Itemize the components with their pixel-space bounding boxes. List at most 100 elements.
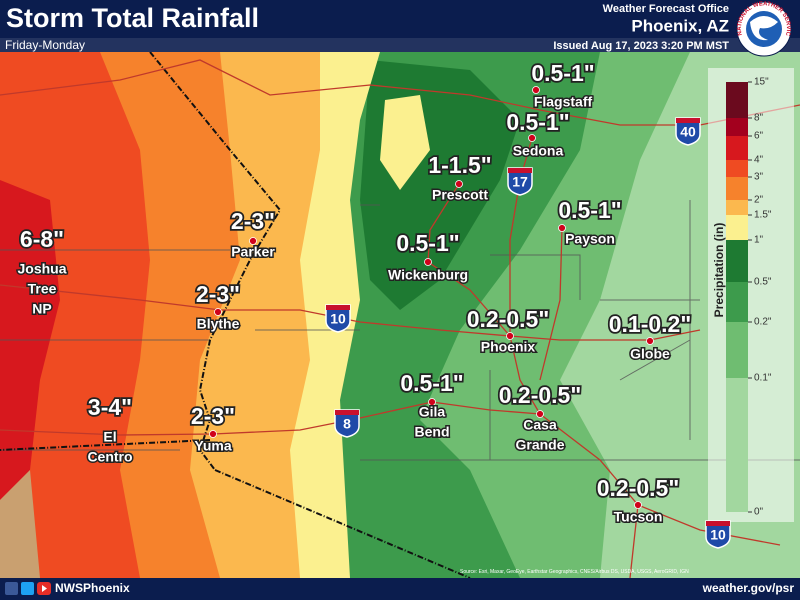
map-title: Storm Total Rainfall: [6, 3, 259, 33]
city-name: Grande: [515, 437, 564, 453]
legend-swatch: [726, 322, 748, 378]
city-name: Casa: [523, 417, 557, 433]
city-dot: [249, 237, 257, 245]
city-name: Sedona: [513, 143, 564, 159]
legend-swatch: [726, 200, 748, 215]
rainfall-amount: 0.1-0.2": [609, 311, 692, 337]
legend-label: 3": [754, 172, 764, 183]
map-subtitle: Friday-Monday: [5, 38, 85, 52]
legend-label: 15": [754, 77, 769, 88]
legend-swatch: [726, 240, 748, 282]
city-dot: [214, 308, 222, 316]
state-border: [0, 52, 282, 471]
legend-swatch: [726, 378, 748, 512]
legend: 15" 8" 6" 4" 3" 2" 1.5" 1" 0.5" 0.2" 0.1" 0": [726, 77, 772, 518]
website-url[interactable]: weather.gov/psr: [702, 581, 795, 595]
legend-panel: [708, 68, 794, 522]
twitter-icon[interactable]: [21, 582, 34, 595]
city-dot: [428, 398, 436, 406]
zone-red-orange: [0, 52, 150, 578]
rainfall-amount: 0.2-0.5": [467, 306, 550, 332]
legend-swatch: [726, 82, 748, 118]
social-handle[interactable]: NWSPhoenix: [55, 581, 130, 595]
legend-swatch: [726, 160, 748, 177]
rainfall-amount: 6-8": [20, 226, 64, 252]
city-dot: [634, 501, 642, 509]
shield-top: [326, 305, 350, 310]
legend-title: Precipitation (in): [712, 223, 726, 318]
shield-number: 40: [680, 124, 696, 140]
city-name: Prescott: [432, 187, 488, 203]
legend-swatch: [726, 136, 748, 160]
rainfall-amount: 3-4": [88, 394, 132, 420]
shield-number: 17: [512, 174, 528, 190]
youtube-play: [42, 585, 47, 592]
city-name: Bend: [415, 424, 450, 440]
issued-time: Issued Aug 17, 2023 3:20 PM MST: [553, 40, 729, 52]
city-dot: [455, 180, 463, 188]
city-dot: [532, 86, 540, 94]
shield-body: [675, 117, 701, 146]
city-name: Yuma: [194, 438, 232, 454]
rainfall-amount: 0.5-1": [400, 370, 463, 396]
city-dot: [506, 332, 514, 340]
shield-top: [335, 410, 359, 415]
subheader-bar: [0, 38, 800, 52]
legend-label: 1": [754, 235, 764, 246]
city-name: Globe: [630, 346, 670, 362]
shield-top: [706, 521, 730, 526]
city-name: Blythe: [197, 316, 240, 332]
legend-label: 1.5": [754, 210, 772, 221]
road: [0, 59, 800, 126]
legend-label: 6": [754, 131, 764, 142]
rainfall-amount: 0.2-0.5": [499, 382, 582, 408]
zone-yellow-patch: [380, 95, 430, 190]
shield-body: [507, 167, 533, 196]
legend-swatch: [726, 215, 748, 240]
city-name: NP: [32, 301, 51, 317]
city-dot: [536, 410, 544, 418]
shield-body: [325, 304, 351, 333]
rainfall-amount: 2-3": [231, 208, 275, 234]
office-label: Weather Forecast Office: [603, 3, 729, 15]
shield-number: 10: [330, 311, 346, 327]
rainfall-amount: 0.2-0.5": [597, 475, 680, 501]
road: [0, 401, 781, 546]
rainfall-amount: 0.5-1": [558, 197, 621, 223]
legend-swatch: [726, 118, 748, 136]
shield-body: [334, 409, 360, 438]
source-credit: Source: Esri, Maxar, GeoEye, Earthstar G…: [460, 569, 689, 575]
city-dot: [424, 258, 432, 266]
facebook-icon[interactable]: [5, 582, 18, 595]
shield-number: 8: [343, 416, 351, 432]
header-bar: [0, 0, 800, 38]
shield-body: [705, 520, 731, 549]
city-dot: [209, 430, 217, 438]
road: [0, 284, 701, 341]
rainfall-amount: 0.5-1": [396, 230, 459, 256]
legend-swatch: [726, 177, 748, 200]
rainfall-amount: 2-3": [191, 403, 235, 429]
city-dot: [528, 134, 536, 142]
legend-label: 0": [754, 507, 764, 518]
road: [539, 227, 639, 578]
legend-swatch: [726, 282, 748, 322]
city-name: Tucson: [614, 509, 663, 525]
city-name: Joshua: [17, 261, 66, 277]
city-name: Centro: [87, 449, 132, 465]
footer-bar: [0, 578, 800, 600]
city-name: Gila: [419, 404, 446, 420]
shield-top: [508, 168, 532, 173]
city-dot: [558, 224, 566, 232]
rainfall-amount: 0.5-1": [531, 60, 594, 86]
location-labels: 0.5-1"Flagstaff0.5-1"Sedona1-1.5"Prescot…: [16, 58, 693, 526]
state-border-south: [214, 469, 471, 578]
city-name: Parker: [231, 244, 275, 260]
legend-label: 0.1": [754, 373, 772, 384]
rainfall-amount: 2-3": [196, 281, 240, 307]
legend-label: 2": [754, 195, 764, 206]
shield-top: [676, 118, 700, 123]
legend-label: 0.5": [754, 277, 772, 288]
interstate-shields: 40 17 10 8 10: [325, 117, 731, 549]
